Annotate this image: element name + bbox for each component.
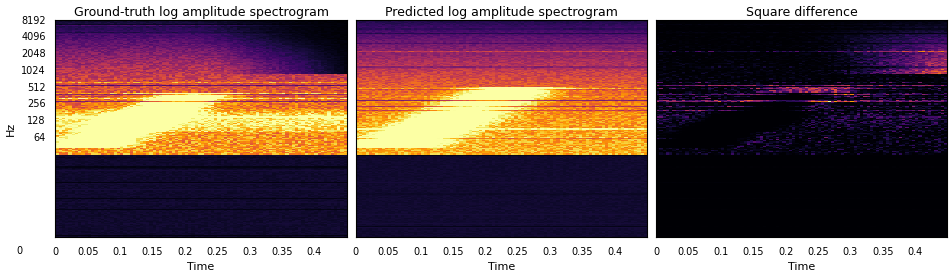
X-axis label: Time: Time: [787, 262, 815, 272]
Text: 0: 0: [16, 246, 23, 256]
X-axis label: Time: Time: [487, 262, 514, 272]
Title: Square difference: Square difference: [745, 6, 857, 19]
Y-axis label: Hz: Hz: [6, 121, 15, 136]
Title: Ground-truth log amplitude spectrogram: Ground-truth log amplitude spectrogram: [73, 6, 328, 19]
Title: Predicted log amplitude spectrogram: Predicted log amplitude spectrogram: [385, 6, 617, 19]
X-axis label: Time: Time: [188, 262, 214, 272]
